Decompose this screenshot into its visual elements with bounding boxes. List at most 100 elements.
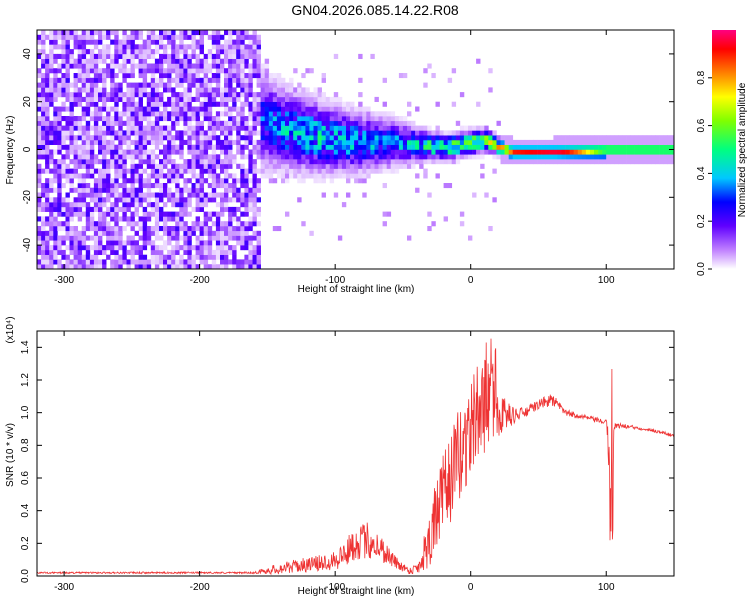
heatmap-cell [415,149,420,155]
heatmap-cell [236,197,241,203]
heatmap-cell [264,173,270,179]
heatmap-cell [110,183,115,189]
heatmap-cell [73,197,78,203]
heatmap-cell [276,116,282,122]
heatmap-cell [260,82,265,88]
heatmap-cell [297,125,302,131]
heatmap-cell [317,125,322,131]
heatmap-cell [382,159,387,165]
heatmap-cell [309,96,314,102]
heatmap-cell [220,120,225,126]
heatmap-cell [163,192,168,198]
heatmap-cell [138,82,143,88]
heatmap-cell [203,144,209,150]
heatmap-cell [260,106,265,112]
heatmap-cell [260,135,265,141]
heatmap-cell [614,154,619,160]
heatmap-cell [309,149,314,155]
heatmap-cell [272,106,278,112]
heatmap-cell [154,68,160,74]
heatmap-cell [37,192,42,198]
heatmap-cell [167,216,172,222]
heatmap-cell [183,116,188,122]
heatmap-cell [252,30,257,36]
heatmap-cell [146,101,152,107]
heatmap-cell [53,87,58,93]
heatmap-cell [350,159,355,165]
heatmap-cell [667,139,672,145]
heatmap-cell [285,87,290,93]
heatmap-cell [187,130,192,136]
heatmap-cell [61,159,66,165]
heatmap-cell [476,135,481,141]
heatmap-cell [402,120,408,126]
heatmap-cell [61,106,66,112]
heatmap-cell [179,77,184,83]
heatmap-cell [195,206,200,212]
heatmap-cell [110,264,115,269]
heatmap-cell [313,106,318,112]
heatmap-cell [65,163,70,169]
heatmap-cell [341,159,347,165]
heatmap-cell [220,254,225,260]
heatmap-cell [215,264,221,269]
heatmap-cell [167,53,172,59]
heatmap-cell [244,197,249,203]
heatmap-cell [122,44,127,50]
heatmap-cell [65,116,70,122]
heatmap-cell [187,135,192,141]
heatmap-cell [260,125,265,131]
heatmap-cell [106,163,111,169]
heatmap-cell [45,178,50,184]
heatmap-cell [191,173,196,179]
heatmap-cell [106,245,111,251]
heatmap-cell [463,144,469,150]
heatmap-cell [354,120,359,126]
heatmap-cell [407,101,412,107]
heatmap-cell [118,230,123,236]
heatmap-cell [45,73,50,79]
heatmap-cell [53,58,58,64]
heatmap-cell [268,116,274,122]
heatmap-cell [191,34,196,40]
heatmap-cell [256,63,261,69]
heatmap-cell [455,130,461,136]
heatmap-cell [252,254,257,260]
heatmap-cell [203,87,209,93]
snr-y-tick-label: 0.6 [20,471,31,485]
heatmap-cell [333,159,339,165]
heatmap-cell [73,149,78,155]
heatmap-cell [207,101,213,107]
heatmap-cell [492,149,497,155]
heatmap-cell [598,135,603,141]
heatmap-cell [37,68,42,74]
heatmap-cell [333,192,339,198]
heatmap-cell [252,249,257,255]
heatmap-cell [228,44,233,50]
heatmap-cell [154,173,160,179]
heatmap-cell [89,187,95,193]
heatmap-cell [114,34,119,40]
heatmap-cell [102,58,107,64]
colorbar-tick-label: 0.2 [696,214,707,228]
heatmap-cell [163,221,168,227]
heatmap-cell [191,183,196,189]
heatmap-cell [61,53,66,59]
heatmap-cell [175,144,180,150]
heatmap-cell [146,264,152,269]
heatmap-cell [382,120,387,126]
colorbar-tick-label: 0.6 [696,118,707,132]
heatmap-cell [85,192,91,198]
heatmap-cell [53,221,58,227]
heatmap-cell [256,183,261,189]
heatmap-cell [423,135,428,141]
heatmap-cell [41,240,46,246]
heatmap-cell [130,73,135,79]
heatmap-cell [289,135,294,141]
heatmap-cell [423,144,428,150]
heatmap-cell [358,149,363,155]
heatmap-cell [590,149,595,155]
heatmap-cell [215,116,221,122]
heatmap-cell [325,159,331,165]
heatmap-cell [134,154,139,160]
